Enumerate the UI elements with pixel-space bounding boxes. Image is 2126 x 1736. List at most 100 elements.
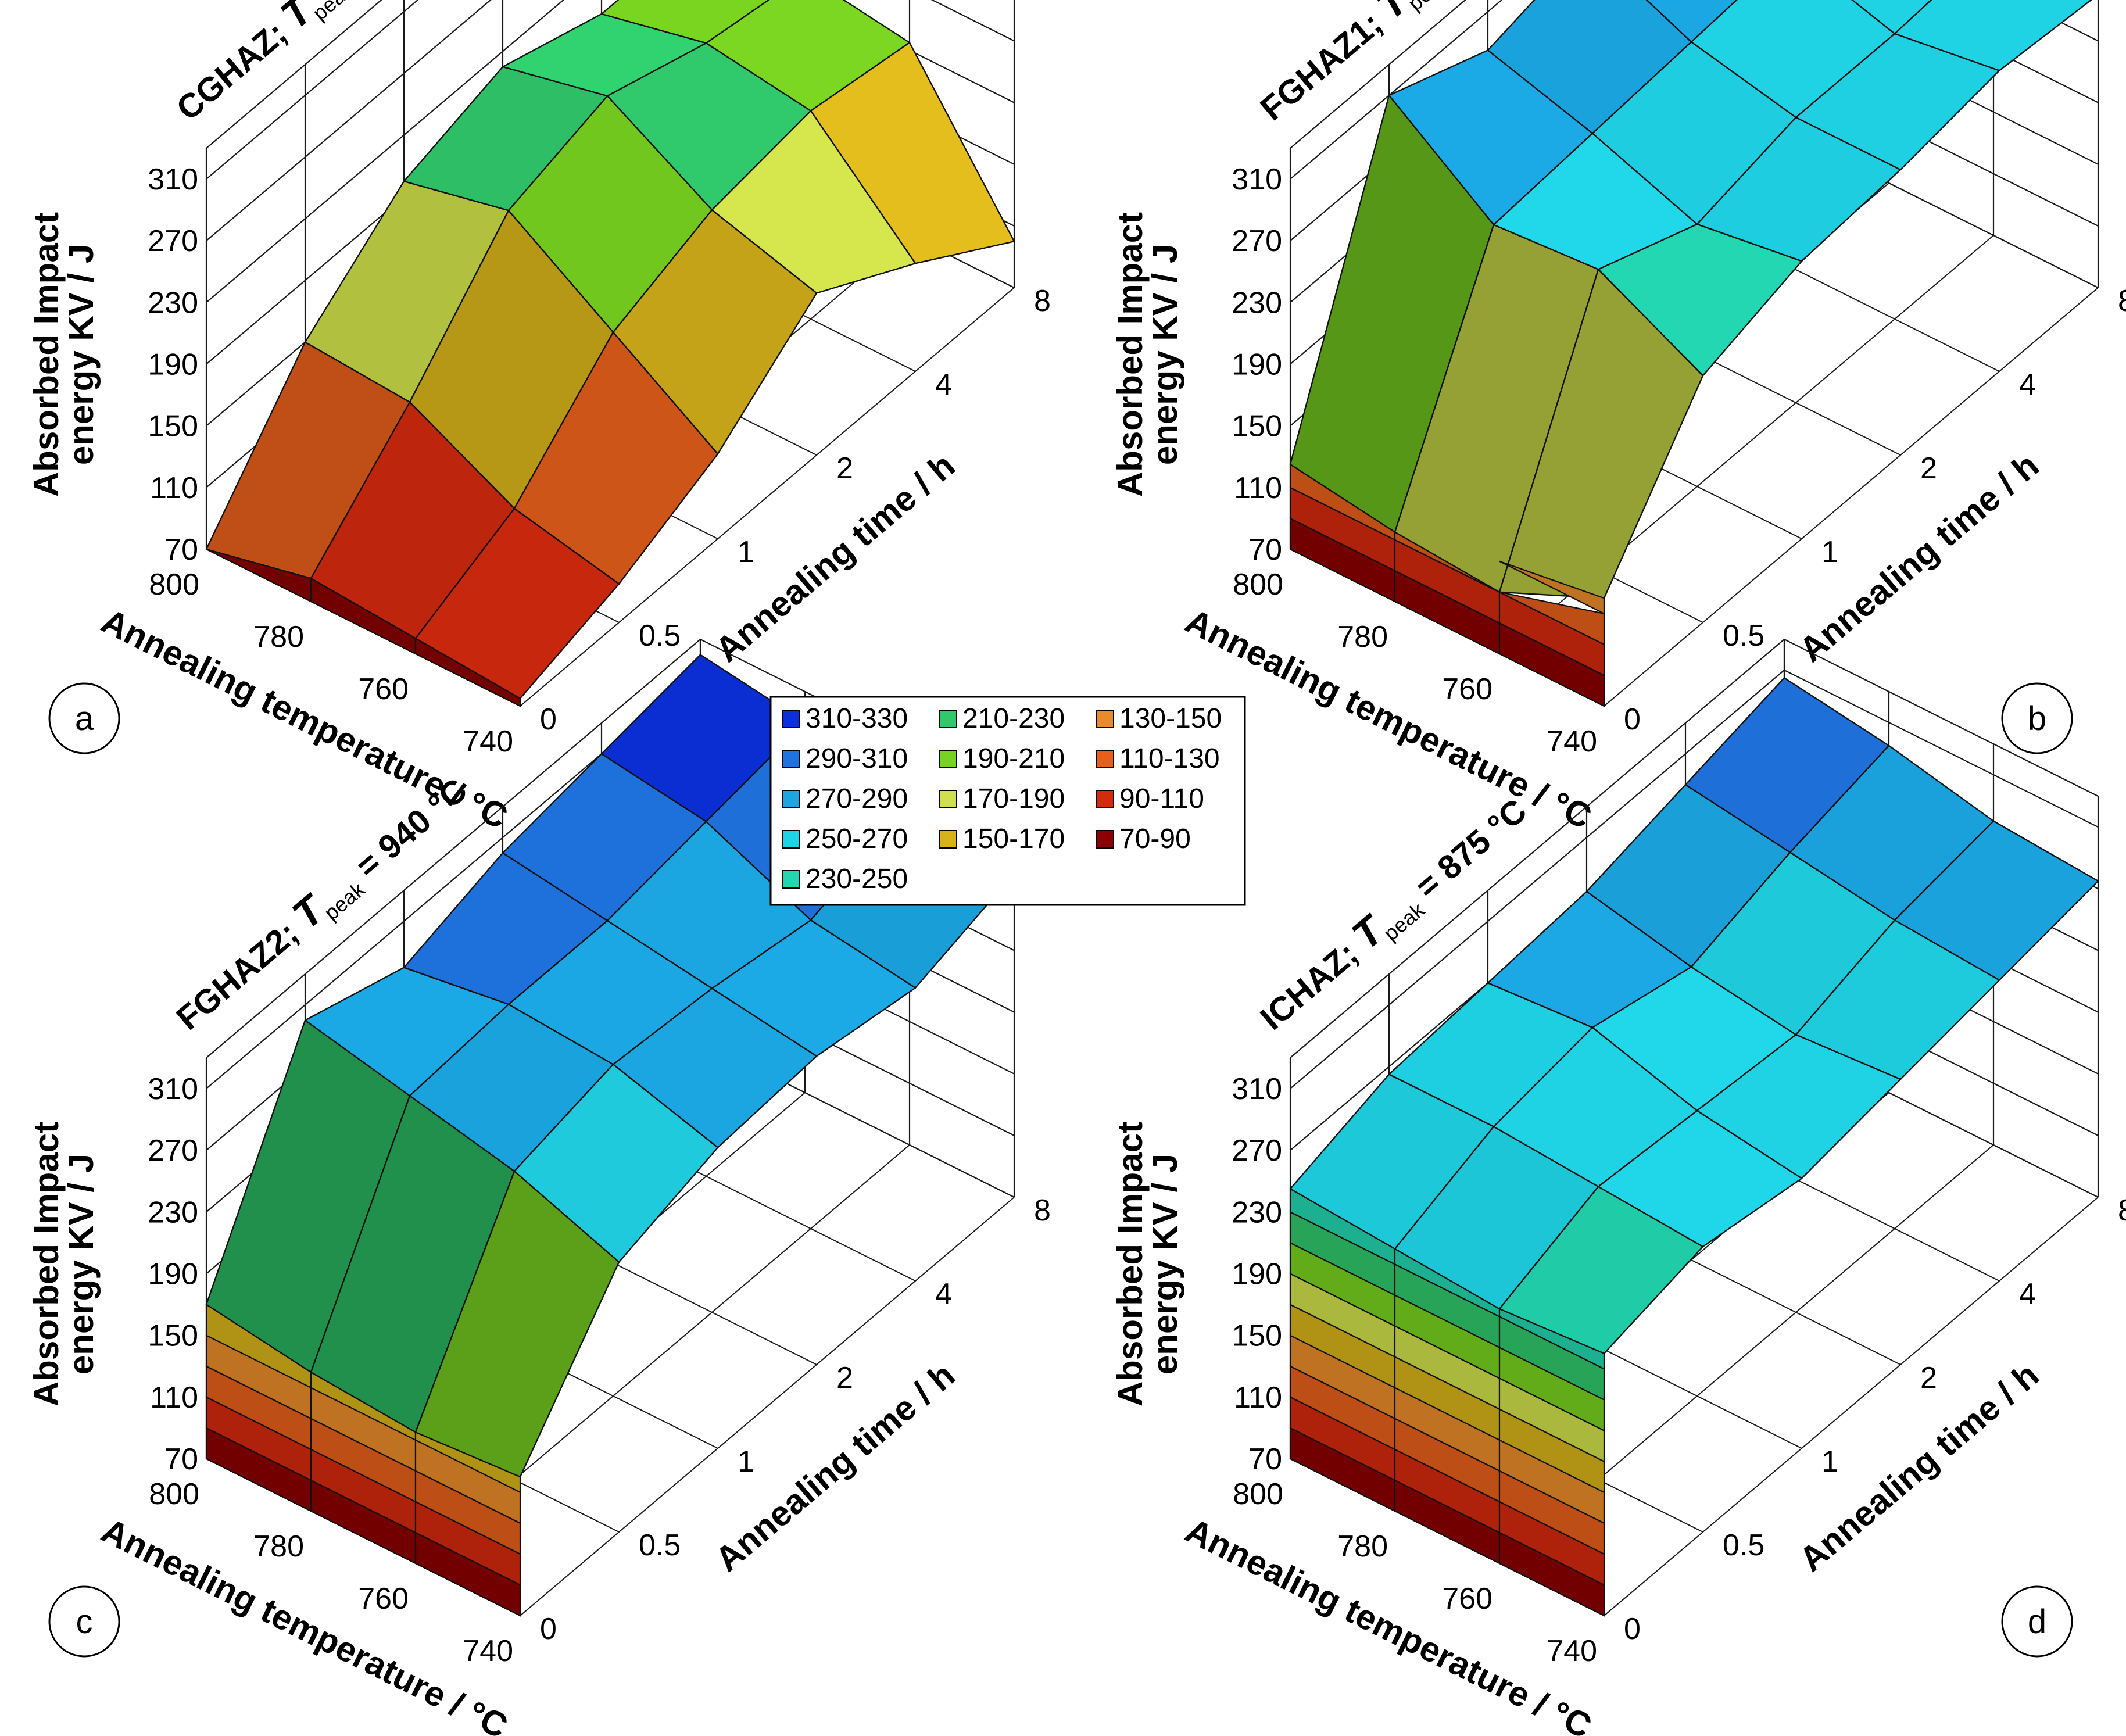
legend-label: 150-170 [962, 824, 1065, 854]
y-tick-label: 0.5 [639, 619, 681, 653]
x-tick-label: 800 [1233, 568, 1283, 602]
legend-swatch [1096, 710, 1114, 728]
panel-label: c [76, 1603, 93, 1641]
z-tick-label: 230 [148, 1195, 198, 1229]
axis-ticks: 70 110 150 190 230 270 310 800 780 760 740 0 0.5 1 2 4 8 [1232, 1072, 2126, 1668]
legend-label: 290-310 [806, 743, 908, 774]
surface-skirt [206, 548, 521, 707]
z-tick-label: 270 [148, 224, 198, 258]
surface-skirt [205, 1303, 521, 1617]
z-tick-label: 190 [148, 348, 198, 382]
y-tick-label: 8 [1034, 284, 1051, 318]
y-tick-label: 2 [1920, 1361, 1937, 1395]
z-tick-label: 150 [148, 1319, 198, 1353]
axis-ticks: 70 110 150 190 230 270 310 800 780 760 740 0 0.5 1 2 4 8 [148, 163, 1051, 758]
x-tick-label: 740 [1547, 1634, 1597, 1668]
legend-swatch [1096, 830, 1114, 849]
y-tick-label: 0.5 [1723, 1529, 1764, 1562]
legend-label: 110-130 [1119, 743, 1220, 774]
z-tick-label: 270 [148, 1134, 198, 1168]
y-tick-label: 8 [1034, 1194, 1051, 1227]
z-tick-label: 310 [1232, 1072, 1282, 1106]
skirt-band [1394, 531, 1500, 593]
legend-swatch [782, 830, 800, 849]
legend-label: 70-90 [1119, 824, 1191, 854]
y-tick-label: 2 [836, 452, 853, 485]
surface [205, 0, 1015, 699]
x-tick-label: 780 [253, 1530, 304, 1563]
floor-line-x [1604, 287, 2099, 707]
legend-swatch [939, 830, 957, 849]
legend-swatch [782, 710, 800, 728]
z-tick-label: 190 [1232, 1258, 1282, 1291]
z-axis-label-line1: Absorbed Impact [1111, 1122, 1150, 1406]
x-tick-label: 740 [463, 1634, 513, 1668]
z-axis-label-line2: energy KV / J [62, 1154, 101, 1375]
z-tick-label: 70 [1248, 533, 1282, 567]
surface [1289, 677, 2099, 1355]
y-tick-label: 1 [1821, 535, 1838, 569]
skirt-band [1499, 560, 1605, 615]
x-tick-label: 800 [1233, 1477, 1283, 1511]
legend-swatch [939, 790, 957, 808]
legend-label: 130-150 [1119, 703, 1222, 734]
floor-line-x [1604, 1197, 2099, 1616]
y-tick-label: 4 [2019, 368, 2036, 402]
legend-swatch [939, 710, 957, 728]
z-tick-label: 190 [1232, 348, 1282, 382]
gridline-z [1290, 0, 1503, 180]
z-tick-label: 150 [1232, 410, 1282, 443]
y-tick-label: 4 [935, 1277, 952, 1311]
legend-box [769, 696, 1246, 906]
panel-label-circle [48, 1585, 120, 1658]
surface-skirt [1289, 463, 1605, 707]
y-tick-label: 8 [2118, 1194, 2126, 1227]
z-axis-label-line2: energy KV / J [1146, 244, 1184, 465]
skirt-band [1498, 1308, 1605, 1370]
gridline-z-top [206, 0, 382, 149]
panel-label: a [75, 700, 94, 738]
z-axis-label-line2: energy KV / J [62, 244, 101, 465]
skirt-band [414, 1431, 521, 1494]
surface [1289, 0, 2092, 599]
y-tick-label: 2 [1920, 452, 1937, 485]
z-tick-label: 230 [148, 286, 198, 320]
legend-label: 250-270 [806, 824, 908, 854]
legend-label: 170-190 [962, 783, 1065, 814]
floor-line-x [520, 1197, 1015, 1616]
skirt-band [1499, 591, 1605, 646]
z-axis-label-line1: Absorbed Impact [1111, 212, 1150, 497]
z-tick-label: 110 [1234, 1381, 1282, 1415]
y-tick-label: 8 [2118, 284, 2126, 318]
z-tick-label: 110 [150, 1381, 198, 1415]
y-tick-label: 2 [836, 1361, 853, 1395]
x-tick-label: 760 [1442, 1582, 1493, 1616]
z-tick-label: 150 [1232, 1319, 1282, 1353]
legend-label: 90-110 [1119, 783, 1204, 814]
z-axis-label-line1: Absorbed Impact [27, 212, 66, 497]
z-tick-label: 270 [1232, 1134, 1282, 1168]
z-tick-label: 230 [1232, 286, 1282, 320]
y-tick-label: 0 [1624, 1612, 1641, 1646]
gridline-z [206, 0, 1015, 303]
legend-swatch [939, 750, 957, 768]
x-tick-label: 740 [1547, 725, 1597, 758]
y-tick-label: 0 [540, 703, 557, 736]
legend-label: 310-330 [806, 703, 908, 734]
z-tick-label: 190 [148, 1258, 198, 1291]
z-tick-label: 270 [1232, 224, 1282, 258]
legend-swatch [782, 750, 800, 768]
legend-label: 270-290 [806, 783, 908, 814]
panel-label-circle [48, 682, 120, 754]
y-tick-label: 0 [1624, 703, 1641, 736]
x-tick-label: 780 [1337, 620, 1388, 654]
x-tick-label: 800 [149, 1477, 199, 1511]
y-tick-label: 4 [2019, 1277, 2036, 1311]
x-tick-label: 800 [149, 568, 199, 602]
skirt-band [414, 637, 521, 707]
gridline-z [206, 0, 419, 180]
legend-swatch [1096, 790, 1114, 808]
y-tick-label: 1 [738, 535, 754, 569]
z-tick-label: 310 [148, 163, 198, 196]
